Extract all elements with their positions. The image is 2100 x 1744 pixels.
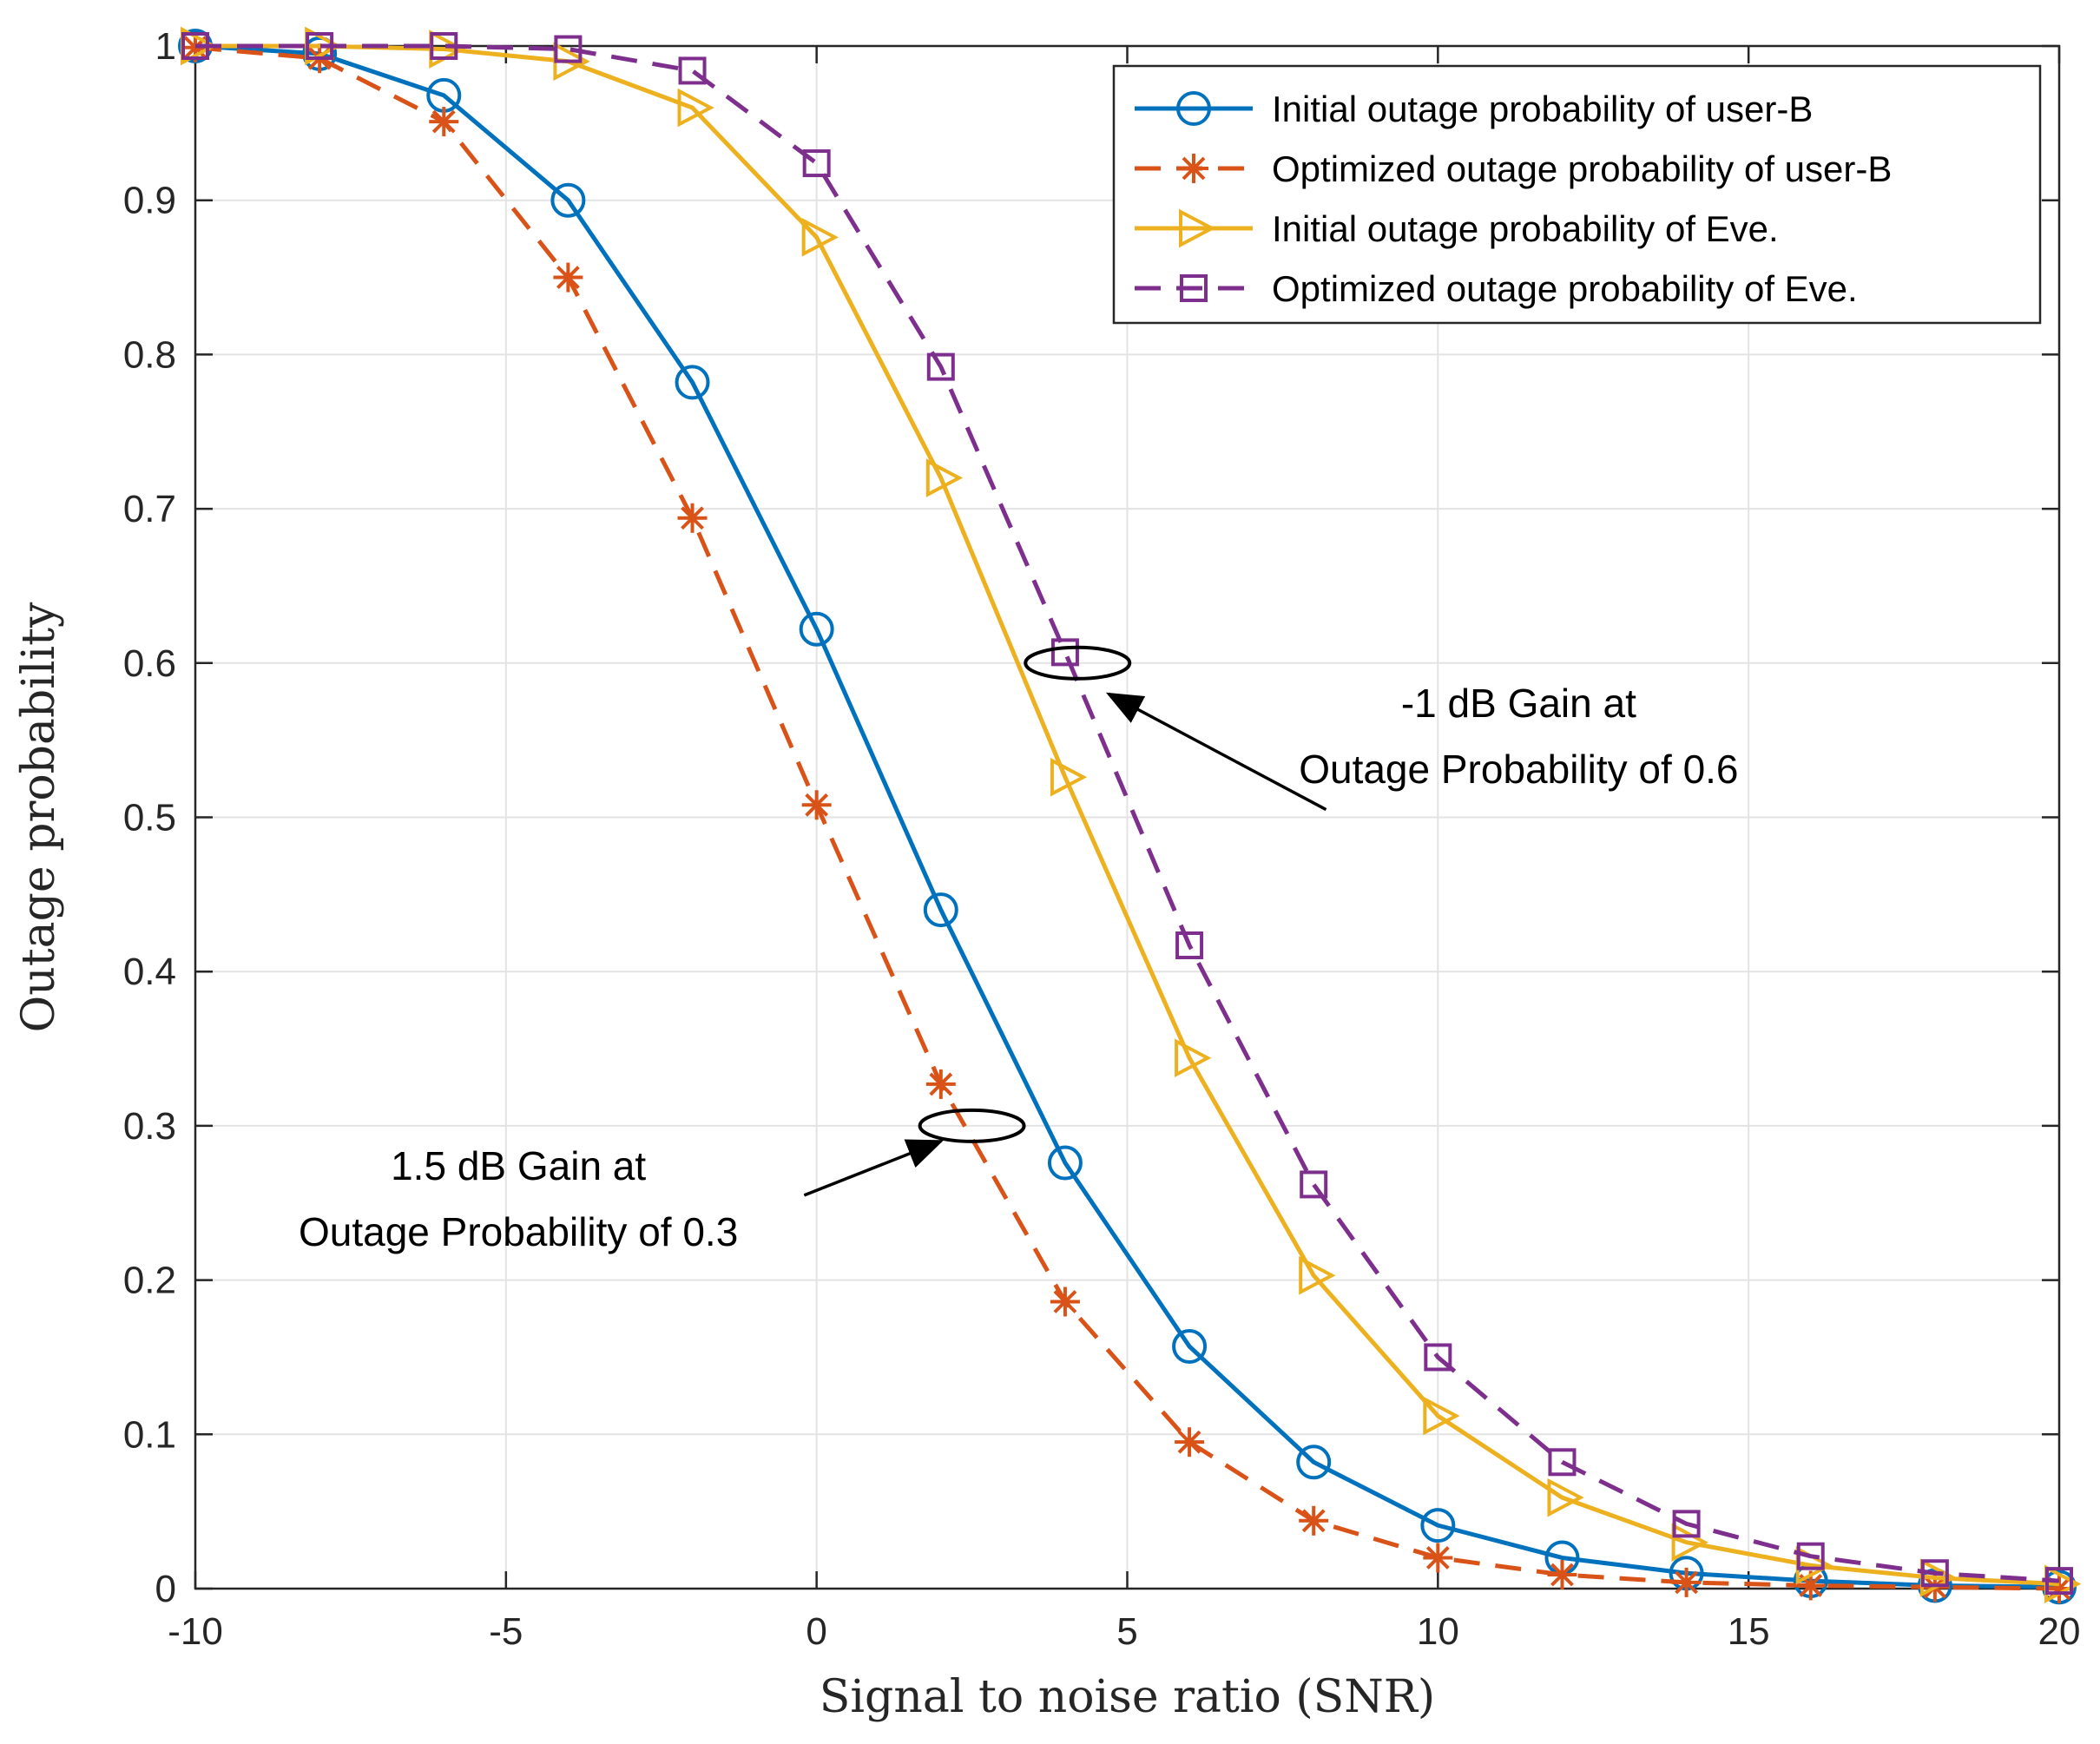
annotation-text-line: -1 dB Gain at — [1401, 681, 1636, 726]
data-point — [1796, 1542, 1825, 1570]
x-tick-label: 20 — [2038, 1610, 2081, 1653]
legend-label: Optimized outage probability of user-B — [1272, 148, 1892, 189]
y-tick-label: 0.4 — [123, 951, 176, 993]
data-point — [430, 32, 458, 60]
data-point — [1423, 1396, 1460, 1436]
legend-entry-1: Initial outage probability of user-B — [1135, 89, 1813, 129]
annotation-text-line: Outage Probability of 0.3 — [299, 1209, 738, 1254]
annotation-text-line: 1.5 dB Gain at — [391, 1143, 646, 1188]
y-tick-label: 1 — [155, 25, 176, 68]
data-point — [1299, 1505, 1329, 1536]
data-point — [1547, 1560, 1577, 1590]
annotation-ellipse — [918, 1108, 1026, 1143]
data-point — [677, 503, 708, 533]
annotation-arrow — [803, 1139, 945, 1197]
y-tick-label: 0.6 — [123, 642, 176, 685]
data-point — [1050, 638, 1079, 667]
annotation-ellipse — [1024, 645, 1132, 681]
annotation-arrow — [1105, 692, 1327, 812]
x-tick-label: 5 — [1116, 1610, 1137, 1653]
data-point — [1547, 1477, 1584, 1517]
data-point — [1920, 1559, 1949, 1588]
data-point — [1175, 1427, 1205, 1458]
data-point — [2045, 1567, 2073, 1596]
x-tick-label: 15 — [1728, 1610, 1770, 1653]
data-point — [1299, 1255, 1336, 1295]
legend: Initial outage probability of user-B Opti… — [1112, 64, 2042, 325]
series-line — [195, 43, 2060, 1583]
data-point — [801, 790, 832, 820]
data-point — [429, 107, 459, 137]
y-tick-label: 0.3 — [123, 1105, 176, 1148]
data-point — [923, 892, 958, 928]
data-point — [1050, 1287, 1080, 1317]
data-point — [1548, 1448, 1577, 1477]
y-axis-title: Outage probability — [13, 602, 65, 1032]
data-point — [1671, 1567, 1702, 1597]
legend-label: Initial outage probability of Eve. — [1272, 208, 1779, 249]
annotations: -1 dB Gain at Outage Probability of 0.6 1.… — [299, 645, 1739, 1254]
x-tick-label: -10 — [168, 1610, 223, 1653]
axes: -10 -5 0 5 10 15 20 0 0.1 0.2 0.3 0.4 0.5 0.6 0.7 0.8 0.… — [13, 25, 2080, 1723]
data-point — [181, 32, 209, 60]
legend-marker — [1179, 154, 1208, 183]
x-axis-title: Signal to noise ratio (SNR) — [820, 1671, 1435, 1723]
series-lines — [178, 26, 2082, 1605]
data-point — [802, 149, 831, 178]
x-tick-label: 0 — [806, 1610, 826, 1653]
data-point — [1423, 1543, 1453, 1573]
y-tick-label: 0.7 — [123, 488, 176, 530]
data-point — [1047, 1145, 1083, 1181]
legend-marker — [1179, 208, 1216, 248]
data-point — [1672, 1510, 1701, 1538]
legend-marker — [1176, 91, 1211, 126]
series-line — [194, 45, 2060, 1591]
data-point — [1296, 1445, 1332, 1480]
data-point — [799, 611, 834, 647]
data-point — [675, 365, 710, 400]
data-point — [925, 1069, 956, 1099]
data-point — [801, 218, 839, 257]
x-tick-label: 10 — [1417, 1610, 1459, 1653]
annotation-gain-at-0.6: -1 dB Gain at Outage Probability of 0.6 — [1024, 645, 1739, 812]
legend-label: Initial outage probability of user-B — [1272, 89, 1813, 129]
data-point — [550, 182, 586, 218]
data-point — [1175, 931, 1204, 959]
data-point — [1300, 1170, 1328, 1199]
data-point — [926, 352, 955, 381]
y-tick-label: 0 — [155, 1568, 176, 1610]
y-tick-label: 0.2 — [123, 1260, 176, 1302]
data-point — [1424, 1343, 1452, 1372]
legend-entry-2: Optimized outage probability of user-B — [1135, 148, 1892, 189]
data-point — [306, 32, 334, 60]
legend-marker — [1180, 274, 1208, 302]
data-point — [925, 458, 964, 497]
series-line — [195, 43, 2060, 1587]
y-tick-label: 0.9 — [123, 180, 176, 222]
data-point — [1172, 1329, 1208, 1365]
legend-label: Optimized outage probability of Eve. — [1272, 268, 1858, 309]
data-point — [553, 262, 583, 293]
x-tick-label: -5 — [489, 1610, 523, 1653]
series-4 — [181, 32, 2073, 1596]
y-tick-label: 0.1 — [123, 1413, 176, 1456]
series-line — [194, 43, 2060, 1589]
data-point — [677, 88, 714, 128]
annotation-text-line: Outage Probability of 0.6 — [1299, 747, 1738, 792]
data-point — [678, 56, 707, 85]
data-point — [1050, 757, 1088, 797]
data-point — [1420, 1508, 1456, 1543]
legend-entry-3: Initial outage probability of Eve. — [1135, 208, 1779, 249]
data-point — [1175, 1038, 1212, 1078]
legend-entry-4: Optimized outage probability of Eve. — [1135, 268, 1858, 309]
legend-box — [1112, 64, 2042, 325]
data-point — [1671, 1523, 1708, 1563]
data-point — [554, 35, 583, 63]
y-tick-label: 0.8 — [123, 333, 176, 376]
annotation-gain-at-0.3: 1.5 dB Gain at Outage Probability of 0.3 — [299, 1108, 1026, 1254]
y-tick-label: 0.5 — [123, 797, 176, 839]
